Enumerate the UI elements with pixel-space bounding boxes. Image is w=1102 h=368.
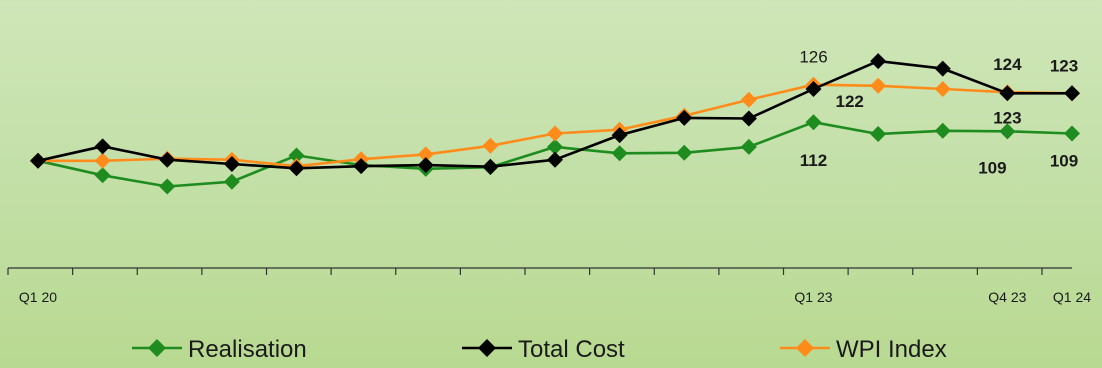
data-point-marker xyxy=(870,77,887,94)
data-point-marker xyxy=(740,91,757,108)
legend-item-realisation: Realisation xyxy=(132,336,307,363)
data-point-marker xyxy=(30,152,46,169)
x-tick-label: Q4 23 xyxy=(988,289,1026,305)
data-point-marker xyxy=(1064,125,1080,142)
data-label: 123 xyxy=(1050,56,1078,75)
data-point-marker xyxy=(94,152,111,169)
data-point-marker xyxy=(353,158,370,175)
data-point-marker xyxy=(934,60,951,77)
x-axis: Q1 20 Q1 23 Q4 23 Q1 24 xyxy=(7,267,1091,305)
data-point-marker xyxy=(482,137,499,154)
data-label: 123 xyxy=(993,108,1021,127)
x-tick-label: Q1 20 xyxy=(19,289,57,305)
series-layer xyxy=(30,53,1080,195)
data-point-marker xyxy=(223,173,240,190)
data-point-marker xyxy=(870,53,887,70)
data-label: 124 xyxy=(993,55,1022,74)
legend-label: Total Cost xyxy=(518,336,625,363)
data-label: 122 xyxy=(836,92,864,111)
x-tick-label: Q1 23 xyxy=(794,289,832,305)
data-point-marker xyxy=(611,127,628,144)
data-point-marker xyxy=(934,122,951,139)
data-point-marker xyxy=(288,147,305,164)
legend-label: WPI Index xyxy=(836,336,947,363)
data-point-marker xyxy=(417,157,434,174)
data-point-marker xyxy=(288,160,305,177)
data-labels: 126 122 112 124 123 123 109 109 xyxy=(799,48,1078,178)
series-total-cost xyxy=(30,53,1080,177)
data-point-marker xyxy=(94,167,111,184)
legend-label: Realisation xyxy=(188,336,307,363)
data-point-marker xyxy=(676,109,693,126)
data-point-marker xyxy=(934,80,951,97)
legend-marker xyxy=(478,339,496,357)
data-label: 126 xyxy=(799,48,827,67)
legend: Realisation Total Cost WPI Index xyxy=(132,336,947,363)
legend-item-wpi-index: WPI Index xyxy=(780,336,947,363)
x-tick-label: Q1 24 xyxy=(1053,289,1091,305)
data-point-marker xyxy=(805,114,822,131)
data-point-marker xyxy=(417,146,434,163)
data-point-marker xyxy=(740,138,757,155)
legend-marker xyxy=(796,339,814,357)
data-point-marker xyxy=(740,110,757,127)
legend-item-total-cost: Total Cost xyxy=(462,336,625,363)
data-point-marker xyxy=(547,151,563,168)
data-point-marker xyxy=(159,151,176,168)
data-point-marker xyxy=(547,138,563,155)
data-point-marker xyxy=(999,85,1016,102)
data-label: 109 xyxy=(978,158,1006,177)
data-point-marker xyxy=(999,123,1016,140)
data-point-marker xyxy=(159,178,176,195)
data-point-marker xyxy=(1064,85,1080,102)
data-point-marker xyxy=(805,80,822,97)
data-label: 112 xyxy=(800,151,827,170)
data-point-marker xyxy=(94,138,111,155)
data-label: 109 xyxy=(1050,151,1078,170)
legend-marker xyxy=(148,339,166,357)
data-point-marker xyxy=(547,125,563,142)
data-point-marker xyxy=(611,145,628,162)
data-point-marker xyxy=(482,158,499,175)
data-point-marker xyxy=(676,144,693,161)
data-point-marker xyxy=(870,126,887,142)
data-point-marker xyxy=(223,156,240,173)
